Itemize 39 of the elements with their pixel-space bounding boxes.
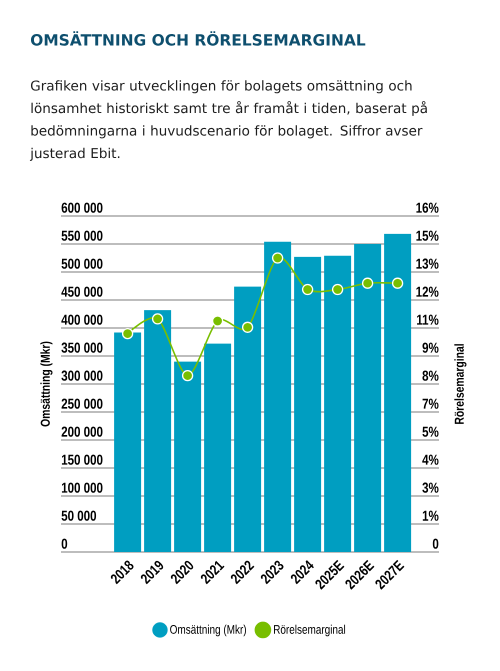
y-tick-label: 450 000 xyxy=(61,286,102,297)
y2-tick-label: 1% xyxy=(422,510,438,521)
y2-tick-label: 16% xyxy=(416,202,438,213)
y-tick-label: 150 000 xyxy=(62,454,102,465)
y-tick-label: 100 000 xyxy=(62,482,102,493)
y2-tick-label: 4% xyxy=(422,454,438,465)
legend-label: Omsättning (Mkr) xyxy=(170,624,246,636)
y-axis-title: Omsättning (Mkr) xyxy=(40,342,52,426)
y-tick-label: 250 000 xyxy=(62,398,102,409)
y-tick-label: 500 000 xyxy=(62,258,102,269)
y2-tick-label: 12% xyxy=(416,286,438,297)
y2-tick-label: 0 xyxy=(432,538,438,549)
y-tick-label: 300 000 xyxy=(61,370,102,381)
y2-tick-label: 3% xyxy=(422,482,438,493)
y-tick-label: 50 000 xyxy=(62,510,96,521)
y2-tick-label: 8% xyxy=(422,370,438,381)
y2-axis-title: Rörelsemarginal xyxy=(454,344,466,424)
y-tick-label: 600 000 xyxy=(62,202,102,213)
y2-tick-label: 13% xyxy=(416,258,438,269)
x-tick-label: 2019 xyxy=(140,560,164,584)
legend-label: Rörelsemarginal xyxy=(274,624,346,636)
y-tick-label: 400 000 xyxy=(61,314,102,325)
y2-tick-label: 11% xyxy=(417,314,438,325)
x-tick-label: 2018 xyxy=(110,560,134,584)
x-tick-label: 2020 xyxy=(170,560,194,584)
chart-title: OMSÄTTNING OCH RÖRELSEMARGINAL xyxy=(30,31,366,46)
y-tick-label: 550 000 xyxy=(62,230,102,241)
x-tick-label: 2022 xyxy=(230,560,254,584)
y2-tick-label: 7% xyxy=(422,398,438,409)
x-tick-label: 2023 xyxy=(260,560,284,584)
x-tick-label: 2021 xyxy=(200,560,224,584)
y2-tick-label: 15% xyxy=(416,230,438,241)
y-tick-label: 200 000 xyxy=(62,426,102,437)
y2-tick-label: 5% xyxy=(422,426,438,437)
x-tick-label: 2024 xyxy=(290,560,314,584)
chart-subtitle: Grafiken visar utvecklingen för bolagets omsättning och lönsamhet historiskt samt tre år framåt i tiden, baserat på bedömningarna i huvudscenario för bolaget. Siffror avser justerad Ebit. xyxy=(30,80,427,161)
y-tick-label: 0 xyxy=(62,538,68,549)
y-tick-label: 350 000 xyxy=(61,342,102,353)
y2-tick-label: 9% xyxy=(422,342,438,353)
